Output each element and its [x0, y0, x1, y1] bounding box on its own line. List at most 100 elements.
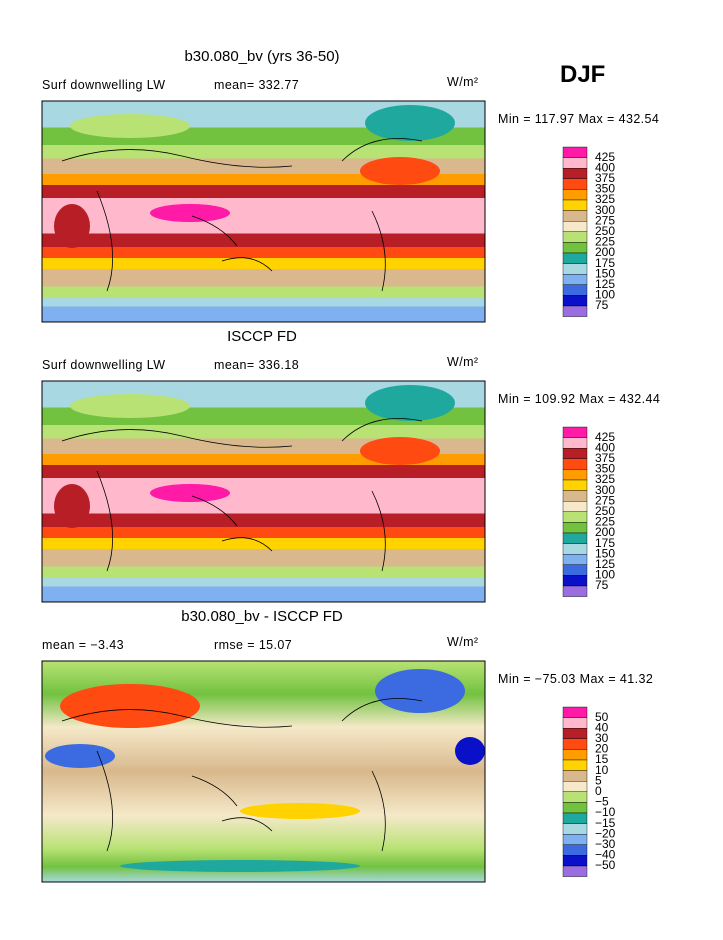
- map-border: [41, 660, 486, 883]
- colorbar-box: [562, 532, 588, 544]
- colorbar-box: [562, 501, 588, 513]
- range-label: Min = −75.03 Max = 41.32: [498, 672, 653, 686]
- colorbar-box: [562, 490, 588, 502]
- coastline: [61, 698, 423, 852]
- colorbar-label: 20: [595, 742, 609, 756]
- colorbar-box: [562, 295, 588, 307]
- field-blob: [45, 744, 115, 768]
- units: W/m²: [447, 635, 478, 649]
- colorbar-box: [562, 178, 588, 190]
- panel-title: b30.080_bv (yrs 36-50): [184, 48, 339, 65]
- colorbar-label: 200: [595, 525, 615, 539]
- colorbar-box: [562, 522, 588, 534]
- colorbar-label: 275: [595, 493, 615, 507]
- field-blob: [360, 157, 440, 185]
- field-blob: [365, 105, 455, 141]
- colorbar-box: [562, 210, 588, 222]
- colorbar-label: 375: [595, 451, 615, 465]
- colorbar-label: −50: [595, 858, 616, 872]
- colorbar-box: [562, 189, 588, 201]
- colorbar-box: [562, 564, 588, 576]
- colorbar-label: 300: [595, 203, 615, 217]
- colorbar-label: −5: [595, 795, 609, 809]
- colorbar-box: [562, 728, 588, 740]
- range-label: Min = 117.97 Max = 432.54: [498, 112, 659, 126]
- colorbar-box: [562, 252, 588, 264]
- field-blob: [60, 684, 200, 728]
- left-label: mean = −3.43: [42, 638, 124, 652]
- colorbar-label: −10: [595, 805, 616, 819]
- left-label: Surf downwelling LW: [42, 358, 165, 372]
- field-blob: [150, 204, 230, 222]
- range-label: Min = 109.92 Max = 432.44: [498, 392, 660, 406]
- colorbar-label: −20: [595, 826, 616, 840]
- colorbar-box: [562, 823, 588, 835]
- colorbar-box: [562, 284, 588, 296]
- colorbar-label: 425: [595, 430, 615, 444]
- colorbar-box: [562, 231, 588, 243]
- colorbar-box: [562, 575, 588, 587]
- colorbar-box: [562, 749, 588, 761]
- coastline: [61, 138, 423, 292]
- colorbar-box: [562, 706, 588, 718]
- colorbar-label: 350: [595, 182, 615, 196]
- colorbar-box: [562, 437, 588, 449]
- field-blob: [120, 860, 360, 872]
- colorbar-box: [562, 426, 588, 438]
- colorbar-label: 40: [595, 720, 609, 734]
- colorbar-label: 425: [595, 150, 615, 164]
- left-label: Surf downwelling LW: [42, 78, 165, 92]
- colorbar-label: 30: [595, 731, 609, 745]
- colorbar-box: [562, 585, 588, 597]
- colorbar-label: 400: [595, 160, 615, 174]
- colorbar-label: 50: [595, 710, 609, 724]
- center-label: mean= 336.18: [214, 358, 299, 372]
- colorbar-label: 10: [595, 763, 609, 777]
- colorbar-box: [562, 844, 588, 856]
- colorbar-label: 400: [595, 440, 615, 454]
- colorbar-box: [562, 199, 588, 211]
- colorbar-box: [562, 855, 588, 867]
- colorbar-box: [562, 759, 588, 771]
- colorbar-label: 125: [595, 277, 615, 291]
- field-blob: [70, 394, 190, 418]
- colorbar-label: 75: [595, 298, 609, 312]
- colorbar-box: [562, 479, 588, 491]
- colorbar-box: [562, 554, 588, 566]
- center-label: rmse = 15.07: [214, 638, 292, 652]
- colorbar-label: −30: [595, 837, 616, 851]
- colorbar-label: 200: [595, 245, 615, 259]
- colorbar-label: 325: [595, 472, 615, 486]
- colorbar-box: [562, 220, 588, 232]
- colorbar-box: [562, 157, 588, 169]
- units: W/m²: [447, 75, 478, 89]
- colorbar-label: 375: [595, 171, 615, 185]
- colorbar-box: [562, 834, 588, 846]
- colorbar-box: [562, 263, 588, 275]
- colorbar-label: −15: [595, 816, 616, 830]
- colorbar-label: 100: [595, 568, 615, 582]
- field-blob: [360, 437, 440, 465]
- colorbar-box: [562, 167, 588, 179]
- colorbar-box: [562, 770, 588, 782]
- field-blob: [365, 385, 455, 421]
- map: [41, 380, 486, 603]
- colorbar-label: 350: [595, 462, 615, 476]
- field-blob: [70, 114, 190, 138]
- colorbar-box: [562, 791, 588, 803]
- season-label: DJF: [560, 61, 605, 88]
- field-blob: [455, 737, 485, 765]
- colorbar-box: [562, 717, 588, 729]
- field-blob: [375, 669, 465, 713]
- colorbar-box: [562, 469, 588, 481]
- colorbar-box: [562, 242, 588, 254]
- colorbar-label: 175: [595, 536, 615, 550]
- colorbar-box: [562, 511, 588, 523]
- colorbar-box: [562, 448, 588, 460]
- colorbar-label: −40: [595, 848, 616, 862]
- map: [41, 660, 486, 883]
- colorbar-box: [562, 458, 588, 470]
- colorbar-label: 75: [595, 578, 609, 592]
- colorbar-label: 5: [595, 773, 602, 787]
